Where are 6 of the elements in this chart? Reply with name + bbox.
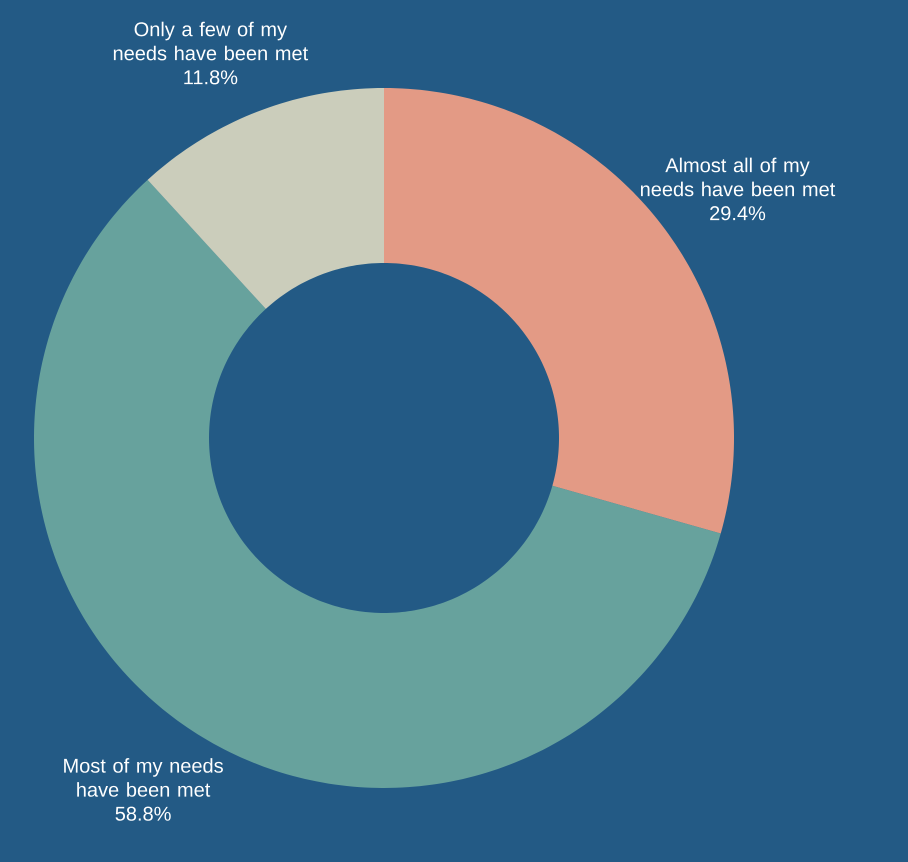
data-label: 58.8%: [116, 806, 171, 821]
data-label: 29.4%: [710, 206, 766, 220]
data-label: 11.8%: [184, 70, 238, 84]
slice-label: Only a few of my needs have been met: [114, 22, 308, 60]
slice-label: Almost all of my needs have been met: [640, 158, 836, 196]
slice-label: Most of my needs have been met: [64, 758, 223, 797]
